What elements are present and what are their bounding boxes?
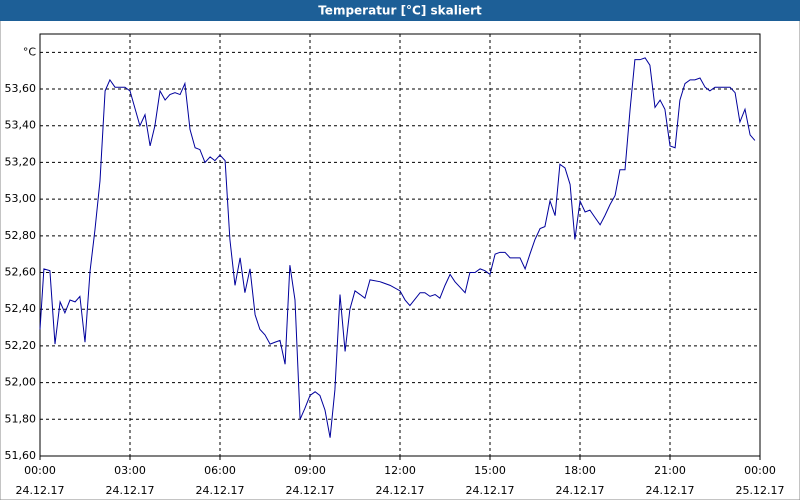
y-tick-label: 53,60 (5, 82, 37, 95)
chart-title: Temperatur [°C] skaliert (318, 4, 482, 18)
x-tick-label: 03:00 24.12.17 (105, 464, 155, 497)
x-tick-label: 21:00 24.12.17 (645, 464, 695, 497)
x-tick-label: 09:00 24.12.17 (285, 464, 335, 497)
x-tick-label: 18:00 24.12.17 (555, 464, 605, 497)
y-tick-label: 52,40 (5, 302, 37, 315)
y-tick-label: 53,20 (5, 155, 37, 168)
y-tick-label: 51,60 (5, 449, 37, 462)
y-tick-label: 53,00 (5, 192, 37, 205)
x-tick-label: 00:00 25.12.17 (735, 464, 785, 497)
x-tick-label: 12:00 24.12.17 (375, 464, 425, 497)
x-tick-label: 00:00 24.12.17 (15, 464, 65, 497)
data-line (39, 57, 756, 438)
y-tick-label: 52,60 (5, 266, 37, 279)
title-bar (0, 0, 800, 21)
y-tick-label: 51,80 (5, 412, 37, 425)
y-tick-label: 53,40 (5, 119, 37, 132)
y-tick-label: 52,80 (5, 229, 37, 242)
x-tick-label: 06:00 24.12.17 (195, 464, 245, 497)
x-tick-label: 15:00 24.12.17 (465, 464, 515, 497)
y-tick-label: 52,00 (5, 376, 37, 389)
y-tick-label: °C (23, 45, 37, 58)
y-tick-label: 52,20 (5, 339, 37, 352)
